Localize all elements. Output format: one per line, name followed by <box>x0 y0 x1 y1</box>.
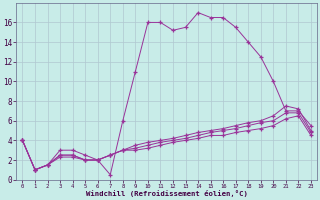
X-axis label: Windchill (Refroidissement éolien,°C): Windchill (Refroidissement éolien,°C) <box>86 190 248 197</box>
